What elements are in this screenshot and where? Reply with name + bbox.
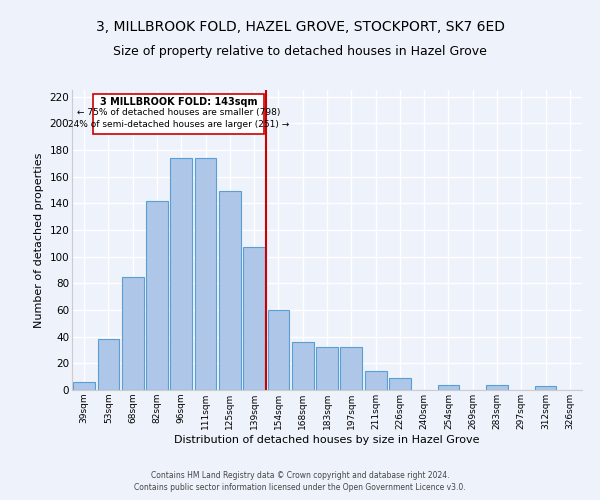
Bar [316,348,338,390]
Bar [340,348,362,390]
Bar [365,372,386,390]
FancyBboxPatch shape [92,94,265,134]
Bar [219,192,241,390]
Bar [146,200,168,390]
Text: 3, MILLBROOK FOLD, HAZEL GROVE, STOCKPORT, SK7 6ED: 3, MILLBROOK FOLD, HAZEL GROVE, STOCKPOR… [95,20,505,34]
Y-axis label: Number of detached properties: Number of detached properties [34,152,44,328]
Text: Contains public sector information licensed under the Open Government Licence v3: Contains public sector information licen… [134,484,466,492]
Text: 3 MILLBROOK FOLD: 143sqm: 3 MILLBROOK FOLD: 143sqm [100,96,257,106]
Bar [243,248,265,390]
X-axis label: Distribution of detached houses by size in Hazel Grove: Distribution of detached houses by size … [174,434,480,444]
Bar [97,340,119,390]
Text: Size of property relative to detached houses in Hazel Grove: Size of property relative to detached ho… [113,45,487,58]
Bar [73,382,95,390]
Bar [389,378,411,390]
Bar [170,158,192,390]
Bar [292,342,314,390]
Text: ← 75% of detached houses are smaller (798): ← 75% of detached houses are smaller (79… [77,108,280,117]
Bar [535,386,556,390]
Text: Contains HM Land Registry data © Crown copyright and database right 2024.: Contains HM Land Registry data © Crown c… [151,471,449,480]
Text: 24% of semi-detached houses are larger (251) →: 24% of semi-detached houses are larger (… [68,120,289,128]
Bar [486,384,508,390]
Bar [268,310,289,390]
Bar [437,384,460,390]
Bar [122,276,143,390]
Bar [194,158,217,390]
